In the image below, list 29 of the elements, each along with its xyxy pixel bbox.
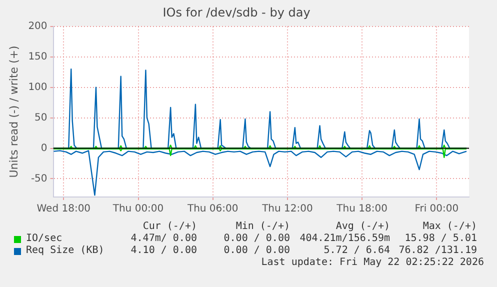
text: Last update: Fri May 22 02:25:22 2026 xyxy=(261,257,484,269)
chart-title: IOs for /dev/sdb - by day xyxy=(162,5,310,20)
y-tick-label: 0 xyxy=(40,142,48,154)
y-axis-title: Units read (-) / write (+) xyxy=(7,46,20,178)
y-tick-label: 50 xyxy=(34,112,48,124)
y-tick-label: 100 xyxy=(28,82,48,93)
text: 0.00 / 0.00 xyxy=(224,245,290,257)
x-tick-label: Thu 06:00 xyxy=(186,204,238,215)
text: Max (-/+) xyxy=(422,221,477,233)
y-tick-label: -50 xyxy=(30,173,48,184)
text: 15.98 / 5.01 xyxy=(404,233,477,245)
x-tick-label: Wed 18:00 xyxy=(36,204,91,215)
x-tick-label: Thu 00:00 xyxy=(112,204,164,215)
legend-label: IO/sec xyxy=(26,233,62,245)
text: 404.21m/156.59m xyxy=(300,233,390,245)
text: Cur (-/+) xyxy=(142,221,197,233)
y-tick-label: 150 xyxy=(28,51,48,62)
legend-label: Req Size (KB) xyxy=(26,245,104,257)
y-tick-label: 200 xyxy=(28,20,48,32)
x-tick-label: Thu 18:00 xyxy=(336,204,388,215)
text: Avg (-/+) xyxy=(336,221,390,233)
text: Min (-/+) xyxy=(236,221,290,233)
text: 5.72 / 6.64 xyxy=(324,245,390,257)
text: 0.00 / 0.00 xyxy=(224,233,290,245)
text: 76.82 /131.19 xyxy=(398,245,477,257)
text: 4.47m/ 0.00 xyxy=(130,233,197,245)
x-tick-label: Fri 00:00 xyxy=(414,204,459,215)
text: 4.10 / 0.00 xyxy=(130,245,197,257)
x-tick-label: Thu 12:00 xyxy=(261,204,313,215)
